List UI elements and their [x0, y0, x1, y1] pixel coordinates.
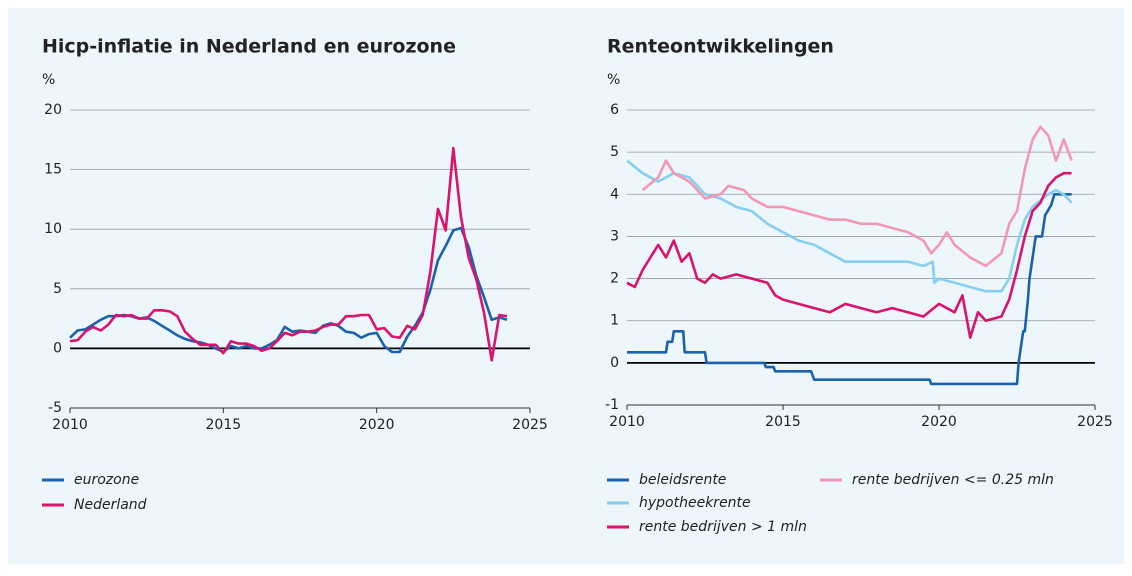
chart-title: Hicp-inflatie in Nederland en eurozone [42, 36, 456, 58]
y-tick-label: 15 [44, 162, 62, 178]
legend-label: beleidsrente [639, 472, 726, 488]
legend-label: eurozone [74, 472, 139, 488]
x-tick-label: 2025 [1077, 414, 1113, 430]
y-tick-label: 2 [610, 271, 619, 287]
y-tick-label: -5 [48, 400, 62, 416]
y-tick-label: 20 [44, 102, 62, 118]
y-axis-label: % [607, 72, 620, 88]
legend-label: rente bedrijven > 1 mln [639, 519, 807, 535]
line-series [626, 159, 1073, 293]
x-tick-label: 2020 [359, 417, 395, 433]
x-tick-label: 2015 [765, 414, 801, 430]
legend-label: hypotheekrente [639, 495, 751, 511]
line-series [69, 146, 508, 362]
x-tick-label: 2025 [512, 417, 548, 433]
line-series [626, 171, 1072, 339]
y-tick-label: 0 [610, 355, 619, 371]
x-tick-label: 2010 [609, 414, 645, 430]
line-series [627, 193, 1072, 386]
line-series [641, 125, 1073, 268]
y-tick-label: 6 [610, 102, 619, 118]
x-tick-label: 2010 [52, 417, 88, 433]
chart-title: Renteontwikkelingen [607, 36, 834, 58]
x-tick-label: 2020 [921, 414, 957, 430]
y-tick-label: 0 [53, 340, 62, 356]
y-tick-label: 10 [44, 221, 62, 237]
x-tick-label: 2015 [206, 417, 242, 433]
legend-label: rente bedrijven <= 0.25 mln [852, 472, 1054, 488]
y-tick-label: 1 [610, 313, 619, 329]
y-tick-label: 3 [610, 228, 619, 244]
y-tick-label: 5 [53, 281, 62, 297]
legend-label: Nederland [74, 497, 147, 513]
y-tick-label: 5 [610, 144, 619, 160]
panel [8, 8, 1124, 564]
y-axis-label: % [42, 72, 55, 88]
y-tick-label: -1 [605, 397, 619, 413]
y-tick-label: 4 [610, 186, 619, 202]
